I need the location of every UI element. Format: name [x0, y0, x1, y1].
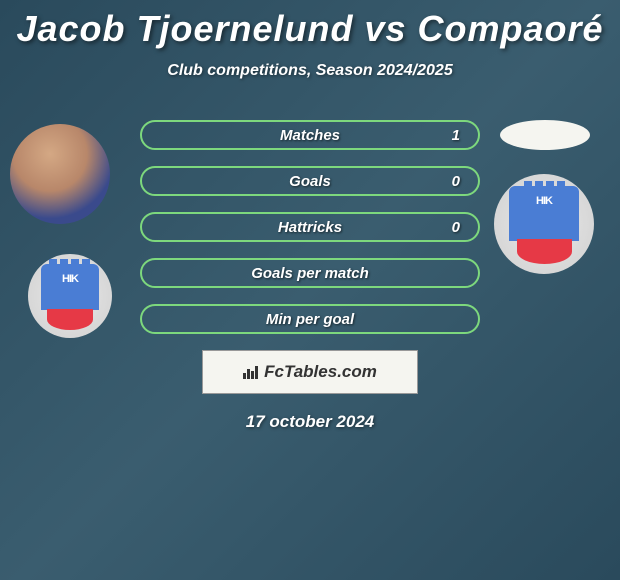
comparison-title: Jacob Tjoernelund vs Compaoré: [0, 0, 620, 50]
player2-oval-placeholder: [500, 120, 590, 150]
stat-pill-gpm: Goals per match: [140, 258, 480, 288]
stat-right-value: 1: [452, 127, 460, 144]
stat-label: Hattricks: [278, 219, 342, 236]
stat-label: Goals per match: [251, 265, 369, 282]
stat-row: Goals per match: [0, 258, 620, 288]
stat-label: Goals: [289, 173, 331, 190]
stat-right-value: 0: [452, 173, 460, 190]
stat-row: Goals 0: [0, 166, 620, 196]
stats-area: HIK HIK Matches 1 Goals 0 Hattricks: [0, 120, 620, 432]
stat-label: Matches: [280, 127, 340, 144]
stat-pill-mpg: Min per goal: [140, 304, 480, 334]
stat-row: Matches 1: [0, 120, 620, 150]
stat-pill-hattricks: Hattricks 0: [140, 212, 480, 242]
club-badge-text: HIK: [536, 195, 552, 207]
stat-pill-goals: Goals 0: [140, 166, 480, 196]
stat-row: Min per goal: [0, 304, 620, 334]
comparison-subtitle: Club competitions, Season 2024/2025: [0, 62, 620, 80]
stat-pill-matches: Matches 1: [140, 120, 480, 150]
stat-right-value: 0: [452, 219, 460, 236]
bar-chart-icon: [243, 366, 258, 379]
watermark-text: FcTables.com: [264, 362, 377, 382]
stat-row: Hattricks 0: [0, 212, 620, 242]
fctables-watermark: FcTables.com: [202, 350, 418, 394]
stat-label: Min per goal: [266, 311, 354, 328]
comparison-date: 17 october 2024: [0, 412, 620, 432]
